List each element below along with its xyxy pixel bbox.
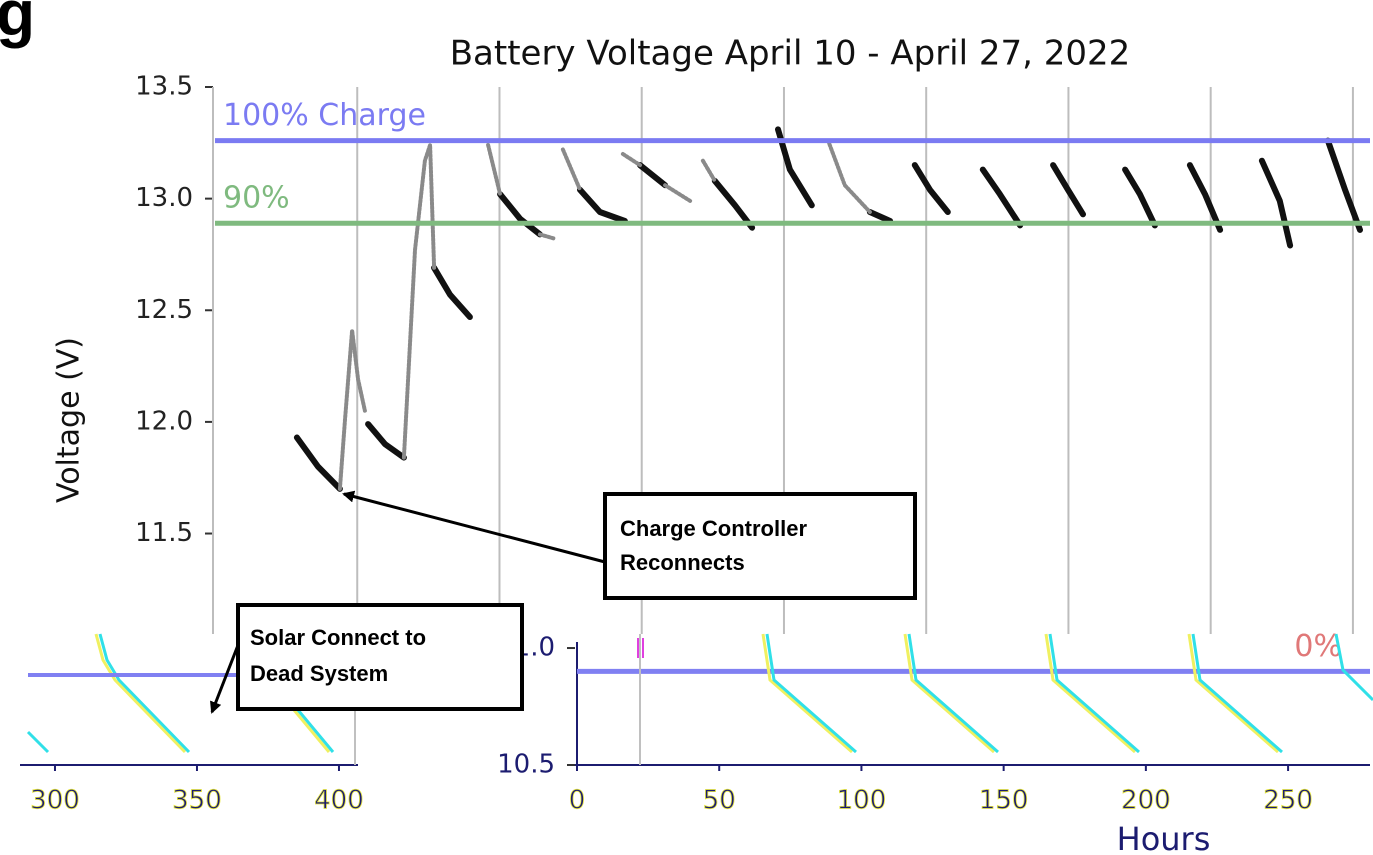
y-tick-label: 10.5 [497,750,555,780]
annotation-arrow [342,490,606,564]
x-tick-label: 200 [1121,786,1171,816]
annotation-text: Dead System [250,661,388,686]
artifact [761,633,853,754]
annotation-text: Reconnects [620,550,745,575]
reference-label: 0% [1294,629,1342,664]
artifact [1044,633,1136,754]
x-tick-label: 350 [172,786,222,816]
artifact [903,633,995,754]
annotation-box [603,492,917,600]
annotation: Charge Controller Reconnects [342,490,917,600]
x-tick-label: 0 [569,786,586,816]
voltage-trace [337,138,872,491]
reference-label: 90% [223,181,290,216]
annotation: Solar Connect to Dead System [210,603,524,714]
artifact [1191,633,1283,754]
annotation-text: Solar Connect to [250,625,426,650]
y-tick-label: 13.0 [135,183,193,213]
x-tick-label: 400 [314,786,364,816]
x-tick-label: 150 [979,786,1029,816]
y-tick-label: 11.5 [135,518,193,548]
chart-title: Battery Voltage April 10 - April 27, 202… [450,34,1131,74]
x-axis-label: Hours [1117,820,1211,855]
x-tick-label: 300 [30,786,80,816]
x-tick-label: 100 [837,786,887,816]
artifact [98,633,191,754]
artifact [1334,633,1373,702]
render-artifacts [26,633,1373,765]
reference-label: 100% Charge [223,98,426,133]
voltage-trace [293,126,1363,492]
artifact [94,633,187,754]
plots: 11.5 12.0 12.5 13.0 13.5 100% Charge 90% Batter… [20,34,1370,855]
annotation-box [236,603,524,711]
y-tick-label: 13.5 [135,72,193,102]
annotation-text: Charge Controller [620,516,807,541]
y-tick-label: 12.5 [135,295,193,325]
x-tick-label: 50 [703,786,736,816]
cut-heading: g [0,0,35,49]
x-tick-label: 250 [1263,786,1313,816]
y-tick-label: 12.0 [135,406,193,436]
artifact [907,633,999,754]
artifact [26,730,50,754]
annotation-arrow [210,639,242,714]
artifact [1187,633,1279,754]
artifact [765,633,857,754]
artifact [1048,633,1140,754]
y-axis-label: Voltage (V) [52,337,87,503]
